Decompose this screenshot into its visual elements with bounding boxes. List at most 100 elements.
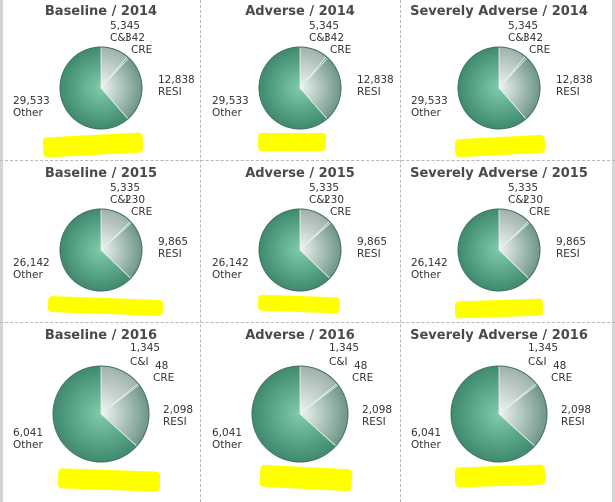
data-label-category: C&I [329,356,348,368]
data-label-value: 2,098 [362,404,393,416]
data-label-category: RESI [561,416,585,428]
data-label-value: 6,041 [411,427,442,439]
data-label-value: 1,345 [329,342,360,354]
chart-title: Severely Adverse / 2015 [410,166,588,181]
data-label-category: C&I [130,356,149,368]
chart-cell: Adverse / 2016 1,345 C&I 48 CRE 2,098 RESI 6,04… [201,324,399,502]
data-label-value: 2,098 [561,404,592,416]
pie-outline [52,365,150,463]
data-label-value: 342 [523,32,544,44]
chart-title: Adverse / 2015 [245,166,355,181]
data-label-category: Other [13,107,43,119]
chart-title: Baseline / 2015 [44,166,158,181]
chart-cell: Baseline / 2015 5,335 C&I 230 CRE 9,865 RESI 26… [2,162,200,322]
pie-chart [258,46,342,130]
chart-cell: Baseline / 2014 5,345 C&I 342 CRE 12,838 RESI 2… [2,0,200,160]
data-label-category: CRE [551,372,573,384]
data-label-category: RESI [556,86,580,98]
yellow-highlight-mark [258,133,326,151]
chart-cell: Severely Adverse / 2016 1,345 C&I 48 CRE 2,09… [400,324,598,502]
data-label-value: 9,865 [556,236,587,248]
data-label-category: C&I [508,194,527,206]
chart-title: Adverse / 2014 [245,4,355,19]
data-label-category: RESI [556,248,580,260]
data-label-category: Other [13,269,43,281]
data-label-category: Other [13,439,43,451]
data-label-value: 9,865 [158,236,189,248]
data-label-value: 9,865 [357,236,388,248]
data-label-category: CRE [131,44,153,56]
data-label-value: 29,533 [411,95,448,107]
data-label-value: 5,335 [508,182,539,194]
data-label-category: C&I [309,32,328,44]
grid-divider [0,322,615,323]
chart-title: Adverse / 2016 [245,328,355,343]
data-label-value: 5,335 [309,182,340,194]
data-label-category: CRE [131,206,153,218]
chart-cell: Adverse / 2015 5,335 C&I 230 CRE 9,865 RESI 26,… [201,162,399,322]
data-label-value: 26,142 [13,257,50,269]
pie-chart [59,208,143,292]
data-label-category: Other [212,107,242,119]
pie-outline [457,208,541,292]
data-label-value: 12,838 [556,74,593,86]
data-label-value: 48 [354,360,368,372]
chart-cell: Severely Adverse / 2014 5,345 C&I 342 CRE 12,… [400,0,598,160]
pie-chart [450,365,548,463]
data-label-value: 230 [523,194,544,206]
data-label-value: 1,345 [130,342,161,354]
data-label-category: RESI [357,248,381,260]
data-label-value: 342 [125,32,146,44]
data-label-category: RESI [158,248,182,260]
grid-divider [200,0,201,502]
data-label-value: 29,533 [212,95,249,107]
data-label-category: C&I [528,356,547,368]
data-label-value: 1,345 [528,342,559,354]
data-label-category: Other [411,269,441,281]
data-label-category: CRE [330,44,352,56]
data-label-category: RESI [362,416,386,428]
data-label-value: 5,345 [110,20,141,32]
pie-outline [59,208,143,292]
data-label-category: CRE [529,44,551,56]
data-label-value: 48 [155,360,169,372]
data-label-value: 230 [324,194,345,206]
chart-cell: Baseline / 2016 1,345 C&I 48 CRE 2,098 RESI 6,0… [2,324,200,502]
chart-title: Baseline / 2014 [44,4,158,19]
data-label-category: CRE [352,372,374,384]
data-label-category: Other [212,269,242,281]
grid-divider [0,160,615,161]
pie-chart [457,208,541,292]
data-label-category: Other [411,439,441,451]
data-label-category: CRE [529,206,551,218]
data-label-value: 5,345 [508,20,539,32]
data-label-value: 342 [324,32,345,44]
data-label-value: 26,142 [212,257,249,269]
data-label-category: CRE [153,372,175,384]
right-border [612,0,615,502]
data-label-value: 48 [553,360,567,372]
data-label-value: 5,345 [309,20,340,32]
data-label-category: Other [212,439,242,451]
pie-outline [450,365,548,463]
pie-chart [457,46,541,130]
data-label-value: 12,838 [357,74,394,86]
pie-outline [258,46,342,130]
pie-chart [52,365,150,463]
chart-title: Severely Adverse / 2014 [410,4,588,19]
pie-chart [59,46,143,130]
pie-chart [258,208,342,292]
data-label-category: C&I [508,32,527,44]
data-label-value: 6,041 [13,427,44,439]
pie-outline [258,208,342,292]
chart-title: Severely Adverse / 2016 [410,328,588,343]
chart-cell: Adverse / 2014 5,345 C&I 342 CRE 12,838 RESI 29… [201,0,399,160]
data-label-value: 6,041 [212,427,243,439]
chart-title: Baseline / 2016 [44,328,158,343]
data-label-value: 230 [125,194,146,206]
chart-cell: Severely Adverse / 2015 5,335 C&I 230 CRE 9,8… [400,162,598,322]
pie-outline [59,46,143,130]
data-label-value: 2,098 [163,404,194,416]
data-label-category: CRE [330,206,352,218]
